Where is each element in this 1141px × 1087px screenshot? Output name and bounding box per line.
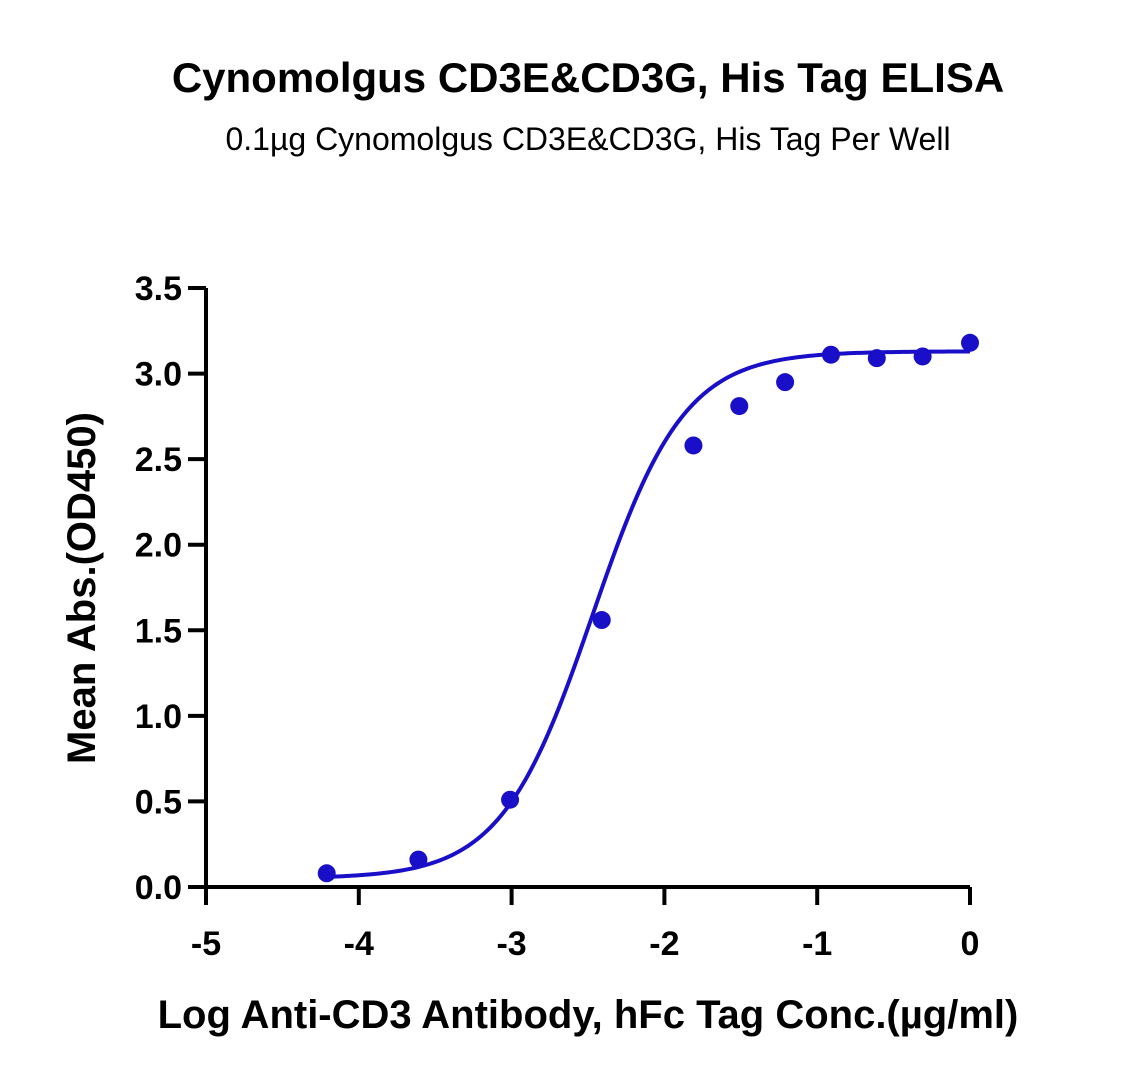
- x-tick-label: -3: [496, 925, 526, 963]
- data-point: [501, 790, 520, 809]
- x-axis-label: Log Anti-CD3 Antibody, hFc Tag Conc.(µg/…: [158, 993, 1019, 1037]
- data-point: [684, 436, 703, 455]
- data-point: [913, 347, 932, 366]
- x-tick-label: 0: [961, 925, 980, 963]
- y-tick-label: 3.0: [135, 356, 182, 394]
- axes: [204, 288, 970, 889]
- y-ticks: 0.0 0.5 1.0 1.5 2.0 2.5 3.0 3.5: [135, 270, 206, 907]
- x-tick-label: -1: [802, 925, 832, 963]
- data-point: [821, 345, 840, 364]
- x-tick-label: -2: [649, 925, 679, 963]
- data-point: [867, 349, 886, 368]
- y-tick-label: 1.5: [135, 612, 182, 650]
- fit-curve: [326, 349, 971, 879]
- chart-subtitle: 0.1µg Cynomolgus CD3E&CD3G, His Tag Per …: [225, 121, 950, 157]
- data-point: [409, 850, 428, 869]
- y-tick-label: 2.5: [135, 441, 182, 479]
- data-point: [961, 333, 979, 352]
- data-point: [730, 397, 749, 416]
- y-tick-label: 2.0: [135, 527, 182, 565]
- y-tick-label: 1.0: [135, 698, 182, 736]
- y-tick-label: 0.0: [135, 869, 182, 907]
- data-point: [592, 611, 611, 630]
- data-points: [317, 333, 979, 883]
- x-tick-label: -4: [344, 925, 374, 963]
- chart-title: Cynomolgus CD3E&CD3G, His Tag ELISA: [172, 54, 1004, 101]
- y-axis-label: Mean Abs.(OD450): [60, 412, 104, 764]
- x-tick-label: -5: [191, 925, 221, 963]
- data-point: [317, 864, 336, 883]
- y-tick-label: 0.5: [135, 783, 182, 821]
- y-tick-label: 3.5: [135, 270, 182, 308]
- data-point: [776, 373, 795, 392]
- x-ticks: -5 -4 -3 -2 -1 0: [191, 887, 980, 963]
